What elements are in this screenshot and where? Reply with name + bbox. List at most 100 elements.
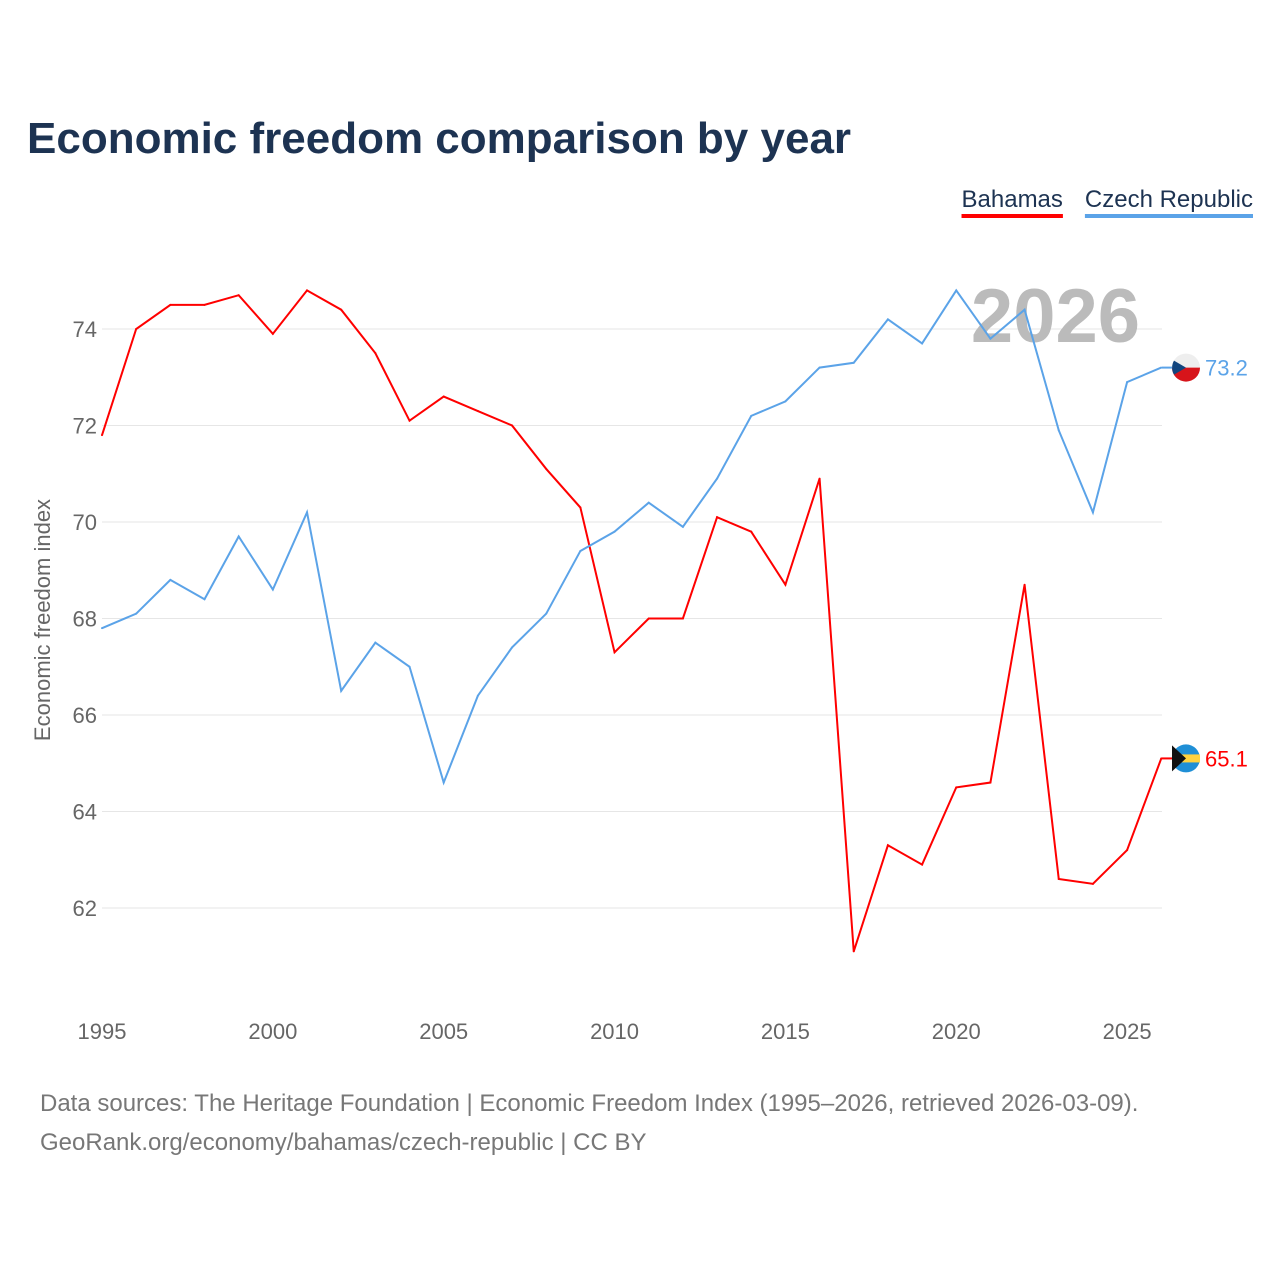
legend: Czech Republic Bahamas xyxy=(961,186,1253,218)
data-point xyxy=(1023,308,1026,311)
data-point xyxy=(135,328,138,330)
data-point xyxy=(203,303,206,306)
legend-swatch xyxy=(1084,214,1253,218)
series-line-czech-republic xyxy=(101,288,1162,786)
y-tick-label: 62 xyxy=(73,896,97,921)
data-point xyxy=(1091,882,1094,885)
year-watermark: 2026 xyxy=(971,274,1140,359)
source-line-1: Data sources: The Heritage Foundation | … xyxy=(40,1090,1138,1117)
data-point xyxy=(442,395,445,398)
data-point xyxy=(1160,757,1163,760)
data-point xyxy=(852,361,855,364)
end-value-label: 65.1 xyxy=(1205,746,1248,771)
data-point xyxy=(681,525,684,528)
data-point xyxy=(476,694,479,697)
data-point xyxy=(408,419,411,422)
data-point xyxy=(1160,366,1163,369)
data-point xyxy=(442,781,445,784)
czech-flag-icon xyxy=(1172,353,1200,382)
data-point xyxy=(237,535,240,538)
data-point xyxy=(955,289,958,292)
data-point xyxy=(579,549,582,552)
data-point xyxy=(340,689,343,692)
data-point xyxy=(1057,429,1060,432)
data-point xyxy=(613,651,616,654)
data-point xyxy=(511,646,514,649)
gridlines: 62 64 66 68 70 72 74 1995 2000 2005 2010 2015 2020 20… xyxy=(73,317,1162,1044)
data-point xyxy=(1091,511,1094,514)
x-tick-label: 2015 xyxy=(761,1019,810,1044)
flag-triangle xyxy=(1172,360,1186,375)
data-point xyxy=(613,530,616,533)
x-tick-label: 2020 xyxy=(932,1019,981,1044)
series-line-bahamas xyxy=(101,289,1163,952)
data-point xyxy=(476,410,479,413)
data-point xyxy=(955,786,958,789)
y-tick-label: 70 xyxy=(73,510,97,535)
data-point xyxy=(784,400,787,403)
data-point xyxy=(340,308,343,311)
data-point xyxy=(989,337,992,340)
data-point xyxy=(647,501,650,504)
data-point xyxy=(545,467,548,470)
y-tick-label: 72 xyxy=(73,414,97,439)
data-point xyxy=(579,506,582,509)
data-point xyxy=(408,665,411,668)
data-point xyxy=(818,477,821,480)
legend-item-czech-republic: Czech Republic xyxy=(1085,186,1253,213)
data-point xyxy=(545,612,548,615)
chart-title: Economic freedom comparison by year xyxy=(27,114,851,163)
data-point xyxy=(750,414,753,417)
data-point xyxy=(135,612,138,615)
data-point xyxy=(886,844,889,847)
data-point xyxy=(271,588,274,591)
x-tick-label: 2025 xyxy=(1103,1019,1152,1044)
data-point xyxy=(716,516,719,519)
end-value-label: 73.2 xyxy=(1205,356,1248,381)
y-tick-label: 68 xyxy=(73,607,97,632)
data-point xyxy=(681,617,684,620)
data-point xyxy=(374,641,377,644)
data-point xyxy=(784,583,787,586)
x-tick-label: 2010 xyxy=(590,1019,639,1044)
source-line-2[interactable]: GeoRank.org/economy/bahamas/czech-republ… xyxy=(40,1129,647,1156)
legend-item-bahamas: Bahamas xyxy=(962,186,1063,213)
series-lines: 65.1 73.2 xyxy=(101,288,1248,953)
data-point xyxy=(306,511,309,514)
data-point xyxy=(1023,583,1026,586)
data-point xyxy=(818,366,821,369)
data-point xyxy=(852,950,855,953)
data-point xyxy=(271,332,274,335)
data-point xyxy=(511,424,514,427)
data-point xyxy=(169,303,172,306)
x-tick-label: 1995 xyxy=(78,1019,127,1044)
y-tick-label: 64 xyxy=(73,800,97,825)
data-point xyxy=(306,289,309,292)
data-point xyxy=(750,530,753,533)
data-point xyxy=(237,294,240,297)
data-point xyxy=(647,617,650,620)
data-point xyxy=(989,781,992,784)
data-point xyxy=(374,352,377,355)
data-point xyxy=(716,477,719,480)
data-point xyxy=(921,863,924,866)
data-point xyxy=(1057,878,1060,881)
data-point xyxy=(101,434,103,437)
data-point xyxy=(921,342,924,345)
data-point xyxy=(101,627,103,630)
flag-triangle xyxy=(1172,745,1186,772)
y-tick-label: 74 xyxy=(73,317,97,342)
data-point xyxy=(1126,849,1129,852)
y-axis-label: Economic freedom index xyxy=(30,499,55,741)
x-tick-label: 2000 xyxy=(248,1019,297,1044)
data-point xyxy=(169,578,172,581)
data-point xyxy=(886,318,889,321)
legend-swatch xyxy=(961,214,1063,218)
data-point xyxy=(203,598,206,601)
x-tick-label: 2005 xyxy=(419,1019,468,1044)
data-point xyxy=(1126,381,1129,384)
bahamas-flag-icon xyxy=(1172,744,1200,773)
y-tick-label: 66 xyxy=(73,703,97,728)
